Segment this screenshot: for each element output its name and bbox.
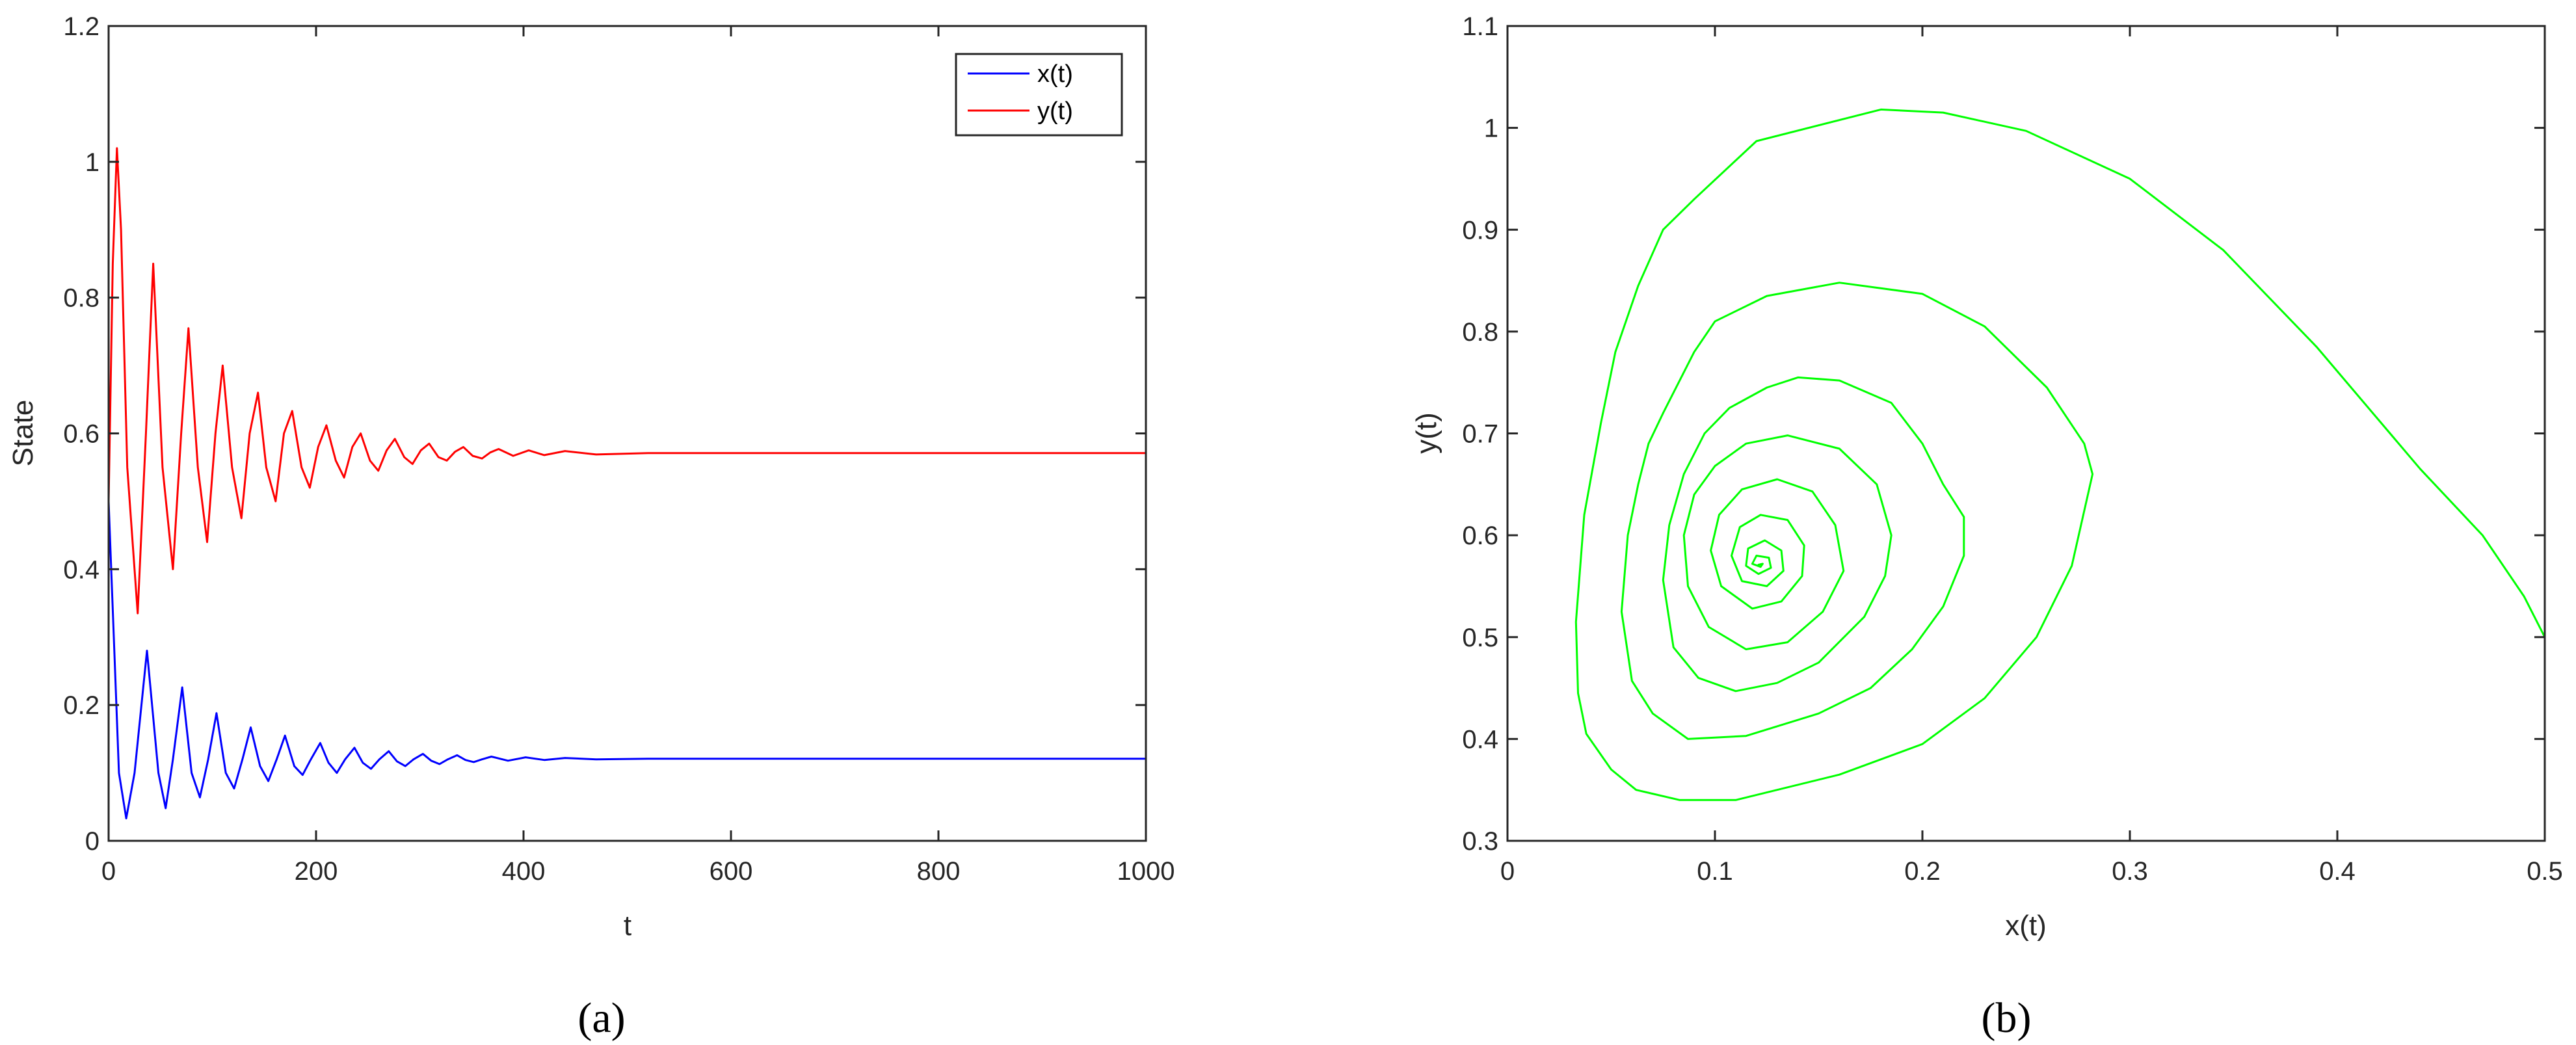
panel-caption-a: (a): [578, 994, 625, 1042]
y-tick-label: 0.8: [1462, 318, 1498, 347]
y-tick-label: 0.5: [1462, 624, 1498, 652]
plot-area-a: [109, 26, 1146, 841]
x-tick-label: 200: [295, 857, 338, 886]
y-tick-label: 1.2: [63, 12, 100, 41]
y-tick-label: 0.2: [63, 691, 100, 720]
x-tick-label: 0: [1500, 857, 1515, 886]
x-tick-label: 0.2: [1904, 857, 1941, 886]
y-ticks-b: 0.3 0.4 0.5 0.6 0.7 0.8 0.9 1 1.1: [1462, 12, 2545, 856]
y-tick-label: 1: [85, 148, 100, 177]
series-group-a: [107, 147, 1147, 819]
x-ticks-a: 0 200 400 600 800 1000: [101, 26, 1175, 886]
y-tick-label: 0.7: [1462, 420, 1498, 449]
x-tick-label: 1000: [1117, 857, 1175, 886]
panel-caption-b: (b): [1982, 994, 2032, 1042]
series-line-yt: [107, 147, 1147, 615]
legend-box-a: [955, 53, 1123, 137]
y-ticks-a: 0 0.2 0.4 0.6 0.8 1 1.2: [63, 12, 1146, 856]
y-tick-label: 0.4: [63, 555, 100, 584]
plot-area-b: [1507, 26, 2545, 841]
panel-a-state-vs-time: 0 200 400 600 800 1000 0 0.2 0.4 0.6 0.8 1 1.2 t St…: [7, 12, 1175, 1042]
series-group-b: [1574, 108, 2546, 801]
y-axis-title-a: State: [7, 400, 39, 467]
x-ticks-b: 0 0.1 0.2 0.3 0.4 0.5: [1500, 26, 2563, 886]
x-tick-label: 0.4: [2319, 857, 2356, 886]
x-tick-label: 400: [502, 857, 546, 886]
x-tick-label: 0: [101, 857, 116, 886]
legend-a: x(t) y(t): [955, 53, 1123, 137]
x-tick-label: 0.1: [1697, 857, 1733, 886]
y-tick-label: 1: [1484, 114, 1498, 143]
y-tick-label: 0: [85, 827, 100, 856]
y-axis-title-b: y(t): [1411, 412, 1442, 454]
y-tick-label: 0.9: [1462, 216, 1498, 245]
legend-label-x: x(t): [1037, 60, 1073, 88]
x-tick-label: 600: [710, 857, 753, 886]
series-line-trajectory: [1574, 108, 2546, 801]
y-tick-label: 0.4: [1462, 725, 1498, 754]
x-tick-label: 0.5: [2527, 857, 2563, 886]
y-tick-label: 0.6: [1462, 522, 1498, 550]
x-axis-title-b: x(t): [2005, 910, 2047, 942]
panel-b-phase-portrait: 0 0.1 0.2 0.3 0.4 0.5 0.3 0.4 0.5 0.6 0.7 0.8 0.9 1 1…: [1411, 12, 2563, 1042]
y-tick-label: 0.3: [1462, 827, 1498, 856]
series-line-xt: [107, 500, 1147, 819]
y-tick-label: 0.6: [63, 420, 100, 449]
x-axis-title-a: t: [624, 910, 631, 942]
y-tick-label: 1.1: [1462, 12, 1498, 41]
x-tick-label: 0.3: [2112, 857, 2148, 886]
x-tick-label: 800: [917, 857, 961, 886]
legend-label-y: y(t): [1037, 98, 1073, 125]
y-tick-label: 0.8: [63, 284, 100, 313]
